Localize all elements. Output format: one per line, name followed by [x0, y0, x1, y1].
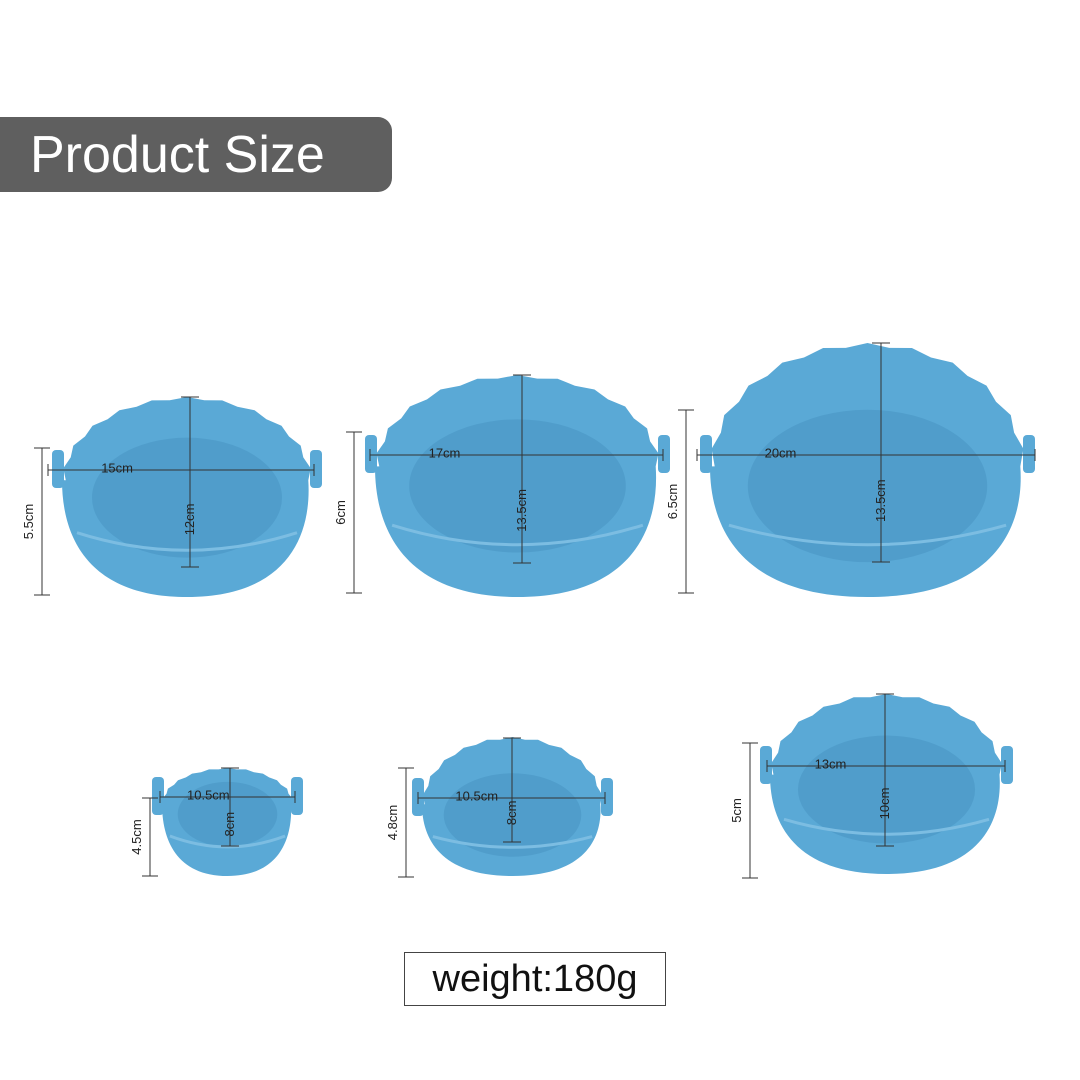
basket-inner [747, 409, 988, 563]
depth-label: 8cm [222, 812, 237, 837]
width-label: 20cm [765, 445, 797, 460]
depth-label: 8cm [504, 801, 519, 826]
basket-lower-rim [76, 531, 298, 552]
basket-handle-left [760, 746, 772, 784]
depth-label: 13.5cm [873, 479, 888, 522]
basket-lower-rim [783, 817, 990, 836]
basket-inner [177, 781, 278, 847]
title-banner: Product Size [0, 117, 392, 192]
basket-lower-rim [432, 835, 593, 849]
depth-label: 10cm [877, 788, 892, 820]
basket-lower-rim [391, 523, 644, 547]
height-label: 6cm [333, 500, 348, 525]
basket-handle-right [658, 435, 670, 473]
basket-inner [797, 735, 976, 844]
basket-3: 20cm 13.5cm 6.5cm [665, 342, 1036, 597]
basket-5: 10.5cm 8cm 4.8cm [385, 737, 613, 878]
basket-handle-left [700, 435, 712, 473]
width-label: 10.5cm [455, 788, 498, 803]
basket-lower-rim [169, 834, 286, 849]
basket-lower-rim [728, 523, 1007, 547]
basket-inner [409, 419, 626, 553]
basket-handle-left [365, 435, 377, 473]
basket-1: 15cm 12cm 5.5cm [21, 396, 322, 597]
basket-2: 17cm 13.5cm 6cm [333, 374, 670, 597]
basket-inner [92, 437, 282, 558]
weight-box: weight:180g [404, 952, 666, 1006]
basket-handle-right [310, 450, 322, 488]
basket-handle-right [1001, 746, 1013, 784]
basket-handle-right [1023, 435, 1035, 473]
height-label: 5cm [729, 798, 744, 823]
page-title: Product Size [30, 126, 325, 184]
width-label: 17cm [429, 445, 461, 460]
basket-handle-right [291, 777, 303, 815]
basket-handle-right [601, 778, 613, 816]
depth-label: 13.5cm [514, 489, 529, 532]
width-label: 13cm [815, 756, 847, 771]
height-label: 5.5cm [21, 504, 36, 539]
height-label: 4.5cm [129, 819, 144, 854]
height-label: 4.8cm [385, 805, 400, 840]
width-label: 15cm [101, 460, 133, 475]
height-label: 6.5cm [665, 484, 680, 519]
basket-handle-left [152, 777, 164, 815]
width-label: 10.5cm [187, 787, 230, 802]
basket-handle-left [52, 450, 64, 488]
depth-label: 12cm [182, 504, 197, 536]
basket-4: 10.5cm 8cm 4.5cm [129, 767, 303, 877]
basket-6: 13cm 10cm 5cm [729, 693, 1013, 879]
weight-label: weight:180g [432, 958, 638, 1000]
